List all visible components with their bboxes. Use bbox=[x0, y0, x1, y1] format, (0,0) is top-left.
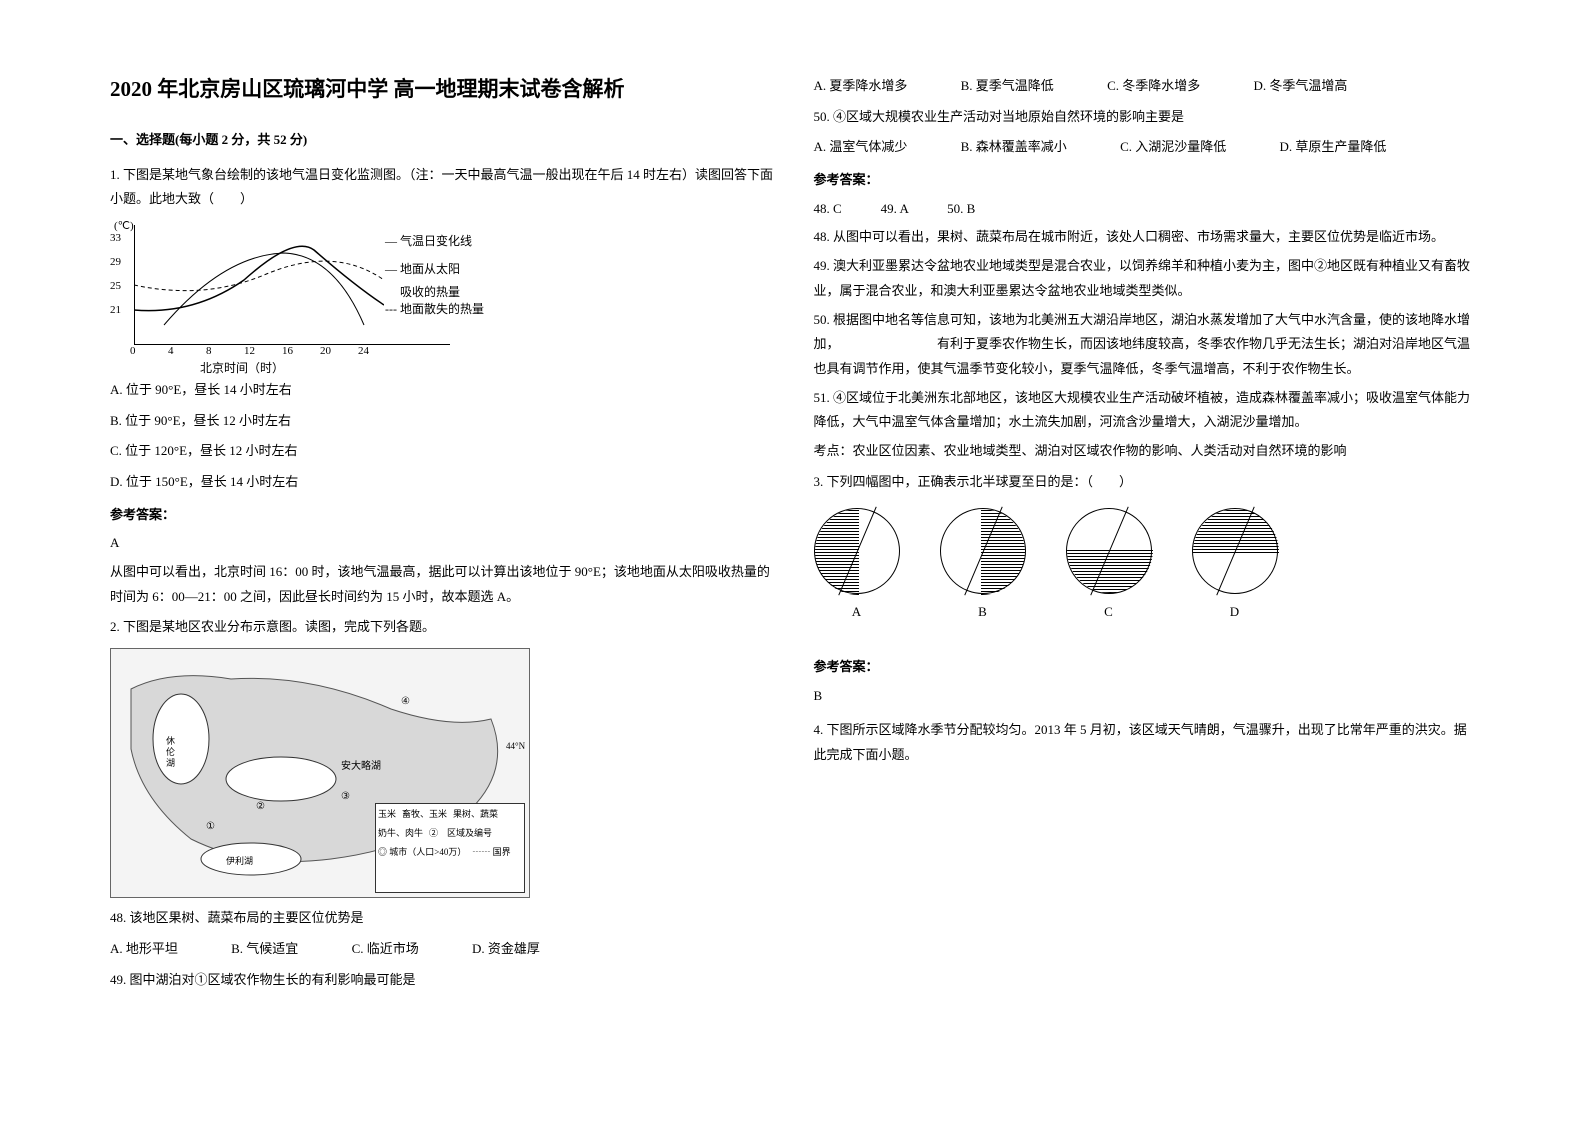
q3-diagrams: A B C D bbox=[814, 508, 1478, 625]
legend-item: 奶牛、肉牛 bbox=[378, 825, 423, 842]
x-label: 北京时间（时） bbox=[200, 357, 284, 380]
svg-text:③: ③ bbox=[341, 791, 350, 802]
svg-text:④: ④ bbox=[401, 696, 410, 707]
q2-e50: 50. 根据图中地名等信息可知，该地为北美洲五大湖沿岸地区，湖泊水蒸发增加了大气… bbox=[814, 308, 1478, 382]
section-heading: 一、选择题(每小题 2 分，共 52 分) bbox=[110, 128, 774, 153]
q49-stem: 49. 图中湖泊对①区域农作物生长的有利影响最可能是 bbox=[110, 968, 774, 993]
diagram-b: B bbox=[940, 508, 1026, 625]
q48-stem: 48. 该地区果树、蔬菜布局的主要区位优势是 bbox=[110, 906, 774, 931]
q1-opt-a: A. 位于 90°E，昼长 14 小时左右 bbox=[110, 378, 774, 403]
svg-text:湖: 湖 bbox=[166, 758, 175, 768]
legend-item: ② 区域及编号 bbox=[429, 825, 492, 842]
q50-a: A. 温室气体减少 bbox=[814, 135, 908, 160]
ytick: 25 bbox=[110, 276, 121, 297]
q50-b: B. 森林覆盖率减小 bbox=[961, 135, 1067, 160]
q2-topic: 考点：农业区位因素、农业地域类型、湖泊对区域农作物的影响、人类活动对自然环境的影… bbox=[814, 439, 1478, 464]
xtick: 0 bbox=[130, 341, 136, 362]
ytick: 29 bbox=[110, 252, 121, 273]
q1-chart: (℃) 33 29 25 21 0 4 8 12 16 20 24 北京时间（时… bbox=[110, 220, 490, 370]
map-legend: 玉米 畜牧、玉米 果树、蔬菜 奶牛、肉牛 ② 区域及编号 ◎ 城市（人口>40万… bbox=[375, 803, 525, 893]
earth-icon bbox=[940, 508, 1026, 594]
legend-item: — 地面从太阳 吸收的热量 bbox=[385, 258, 460, 304]
q3-stem: 3. 下列四幅图中，正确表示北半球夏至日的是：（ ） bbox=[814, 470, 1478, 495]
legend-item: --- 地面散失的热量 bbox=[385, 298, 484, 321]
q2-e49: 49. 澳大利亚墨累达令盆地农业地域类型是混合农业，以饲养绵羊和种植小麦为主，图… bbox=[814, 254, 1478, 303]
q49-d: D. 冬季气温增高 bbox=[1253, 74, 1347, 99]
q48-a: A. 地形平坦 bbox=[110, 937, 178, 962]
legend-item: 玉米 bbox=[378, 806, 396, 823]
q49-c: C. 冬季降水增多 bbox=[1107, 74, 1200, 99]
q1-opt-d: D. 位于 150°E，昼长 14 小时左右 bbox=[110, 470, 774, 495]
q50-opts: A. 温室气体减少 B. 森林覆盖率减小 C. 入湖泥沙量降低 D. 草原生产量… bbox=[814, 135, 1478, 160]
q1-stem: 1. 下图是某地气象台绘制的该地气温日变化监测图。（注：一天中最高气温一般出现在… bbox=[110, 163, 774, 212]
svg-text:44°N: 44°N bbox=[506, 741, 526, 751]
xtick: 4 bbox=[168, 341, 174, 362]
ytick: 21 bbox=[110, 300, 121, 321]
diagram-label: A bbox=[852, 600, 861, 625]
q2-e51: 51. ④区域位于北美洲东北部地区，该地区大规模农业生产活动破坏植被，造成森林覆… bbox=[814, 386, 1478, 435]
q50-stem: 50. ④区域大规模农业生产活动对当地原始自然环境的影响主要是 bbox=[814, 105, 1478, 130]
earth-icon bbox=[1192, 508, 1278, 594]
q3-answer: B bbox=[814, 684, 1478, 709]
earth-icon bbox=[814, 508, 900, 594]
svg-text:休: 休 bbox=[166, 735, 175, 746]
legend-item: ◎ 城市（人口>40万） bbox=[378, 844, 466, 861]
svg-text:①: ① bbox=[206, 821, 215, 832]
q2-answer-line: 48. C 49. A 50. B bbox=[814, 197, 1478, 222]
q50-d: D. 草原生产量降低 bbox=[1279, 135, 1386, 160]
svg-text:安大略湖: 安大略湖 bbox=[341, 759, 381, 772]
diagram-d: D bbox=[1192, 508, 1278, 625]
q2-stem: 2. 下图是某地区农业分布示意图。读图，完成下列各题。 bbox=[110, 615, 774, 640]
svg-text:伊利湖: 伊利湖 bbox=[226, 855, 253, 866]
q1-answer-head: 参考答案： bbox=[110, 503, 774, 528]
q48-d: D. 资金雄厚 bbox=[472, 937, 540, 962]
ytick: 33 bbox=[110, 228, 121, 249]
legend-item: — 气温日变化线 bbox=[385, 230, 472, 253]
legend-item: ┄┄ 国界 bbox=[472, 844, 510, 861]
q3-answer-head: 参考答案： bbox=[814, 655, 1478, 680]
svg-text:②: ② bbox=[256, 801, 265, 812]
q4-stem: 4. 下图所示区域降水季节分配较均匀。2013 年 5 月初，该区域天气晴朗，气… bbox=[814, 718, 1478, 767]
xtick: 20 bbox=[320, 341, 331, 362]
page-title: 2020 年北京房山区琉璃河中学 高一地理期末试卷含解析 bbox=[110, 70, 774, 110]
q48-opts: A. 地形平坦 B. 气候适宜 C. 临近市场 D. 资金雄厚 bbox=[110, 937, 774, 962]
q48-c: C. 临近市场 bbox=[352, 937, 419, 962]
diagram-c: C bbox=[1066, 508, 1152, 625]
diagram-label: B bbox=[978, 600, 987, 625]
right-column: A. 夏季降水增多 B. 夏季气温降低 C. 冬季降水增多 D. 冬季气温增高 … bbox=[794, 70, 1498, 1092]
q49-opts: A. 夏季降水增多 B. 夏季气温降低 C. 冬季降水增多 D. 冬季气温增高 bbox=[814, 74, 1478, 99]
q2-map: 休 伦 湖 伊利湖 安大略湖 44°N ① ② ③ ④ 玉米 畜牧、玉米 果树、… bbox=[110, 648, 530, 898]
q49-b: B. 夏季气温降低 bbox=[961, 74, 1054, 99]
svg-text:伦: 伦 bbox=[166, 746, 175, 757]
q2-answer-head: 参考答案： bbox=[814, 168, 1478, 193]
q2-e48: 48. 从图中可以看出，果树、蔬菜布局在城市附近，该处人口稠密、市场需求量大，主… bbox=[814, 225, 1478, 250]
q1-opt-c: C. 位于 120°E，昼长 12 小时左右 bbox=[110, 439, 774, 464]
q1-opt-b: B. 位于 90°E，昼长 12 小时左右 bbox=[110, 409, 774, 434]
diagram-a: A bbox=[814, 508, 900, 625]
q49-a: A. 夏季降水增多 bbox=[814, 74, 908, 99]
diagram-label: C bbox=[1104, 600, 1113, 625]
q1-explain: 从图中可以看出，北京时间 16：00 时，该地气温最高，据此可以计算出该地位于 … bbox=[110, 560, 774, 609]
q48-b: B. 气候适宜 bbox=[231, 937, 298, 962]
xtick: 24 bbox=[358, 341, 369, 362]
earth-icon bbox=[1066, 508, 1152, 594]
curve-lines bbox=[134, 225, 384, 340]
diagram-label: D bbox=[1230, 600, 1239, 625]
legend-item: 果树、蔬菜 bbox=[453, 806, 498, 823]
legend-item: 畜牧、玉米 bbox=[402, 806, 447, 823]
left-column: 2020 年北京房山区琉璃河中学 高一地理期末试卷含解析 一、选择题(每小题 2… bbox=[90, 70, 794, 1092]
q1-answer: A bbox=[110, 531, 774, 556]
q50-c: C. 入湖泥沙量降低 bbox=[1120, 135, 1226, 160]
